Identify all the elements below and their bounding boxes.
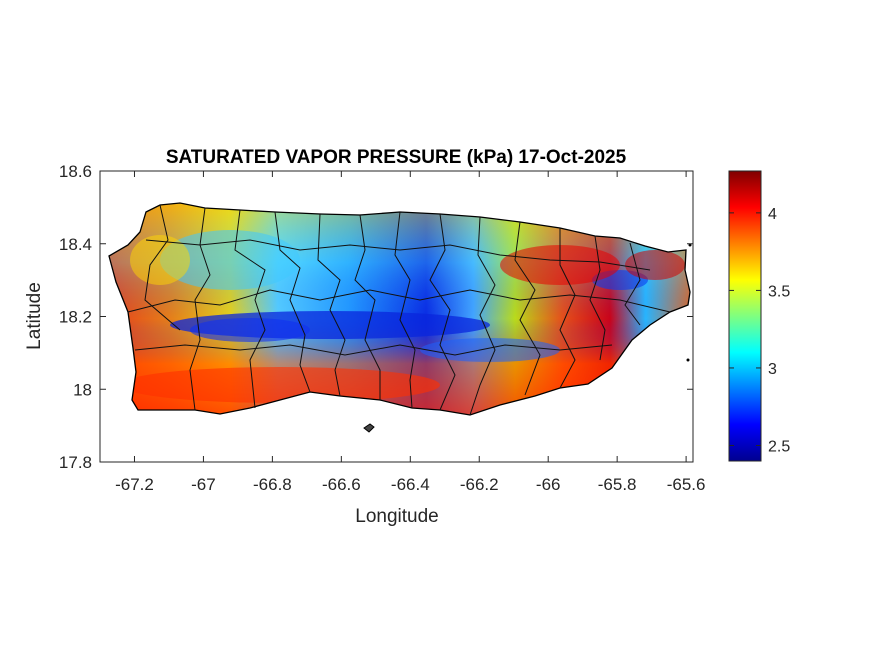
x-axis-label: Longitude xyxy=(355,506,438,527)
y-tick-label: 18.4 xyxy=(59,235,92,254)
colorbar-tick-label: 2.5 xyxy=(768,438,790,455)
x-tick-label: -66.4 xyxy=(391,475,430,494)
x-tick-label: -66 xyxy=(536,475,561,494)
y-tick-label: 18.2 xyxy=(59,308,92,327)
small-island-caja-de-muertos xyxy=(363,423,375,433)
y-axis-label: Latitude xyxy=(24,282,45,350)
colorbar-tick-label: 4 xyxy=(768,206,777,223)
y-tick-label: 18 xyxy=(73,380,92,399)
x-tick-label: -65.8 xyxy=(598,475,637,494)
x-axis: -67.2 -67 -66.8 -66.6 -66.4 -66.2 -66 -65.8 -65.… xyxy=(115,171,705,494)
colorbar xyxy=(728,170,762,462)
x-tick-label: -67 xyxy=(191,475,216,494)
y-tick-label: 17.8 xyxy=(59,453,92,472)
y-tick-label: 18.6 xyxy=(59,162,92,181)
y-axis: 18.6 18.4 18.2 18 17.8 xyxy=(59,162,693,472)
colorbar-ticks: 2.5 3 3.5 4 xyxy=(729,206,790,455)
x-tick-label: -65.6 xyxy=(667,475,706,494)
chart-title: SATURATED VAPOR PRESSURE (kPa) 17-Oct-20… xyxy=(166,147,627,168)
small-island-dot xyxy=(686,358,690,362)
colorbar-tick-label: 3 xyxy=(768,361,777,378)
x-tick-label: -67.2 xyxy=(115,475,154,494)
x-tick-label: -66.2 xyxy=(460,475,499,494)
island-heatmap xyxy=(109,203,690,415)
x-tick-label: -66.8 xyxy=(253,475,292,494)
x-tick-label: -66.6 xyxy=(322,475,361,494)
colorbar-tick-label: 3.5 xyxy=(768,283,790,300)
island-coastline xyxy=(108,202,691,416)
municipality-boundaries xyxy=(127,204,671,416)
